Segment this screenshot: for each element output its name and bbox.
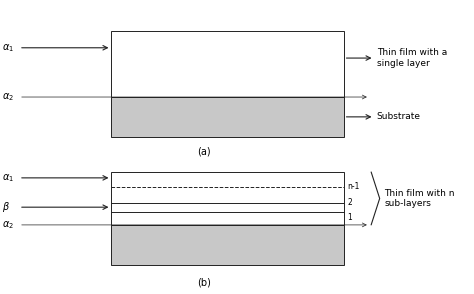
Text: $\alpha_2$: $\alpha_2$ [2, 219, 14, 231]
Text: Thin film with a
single layer: Thin film with a single layer [377, 49, 447, 68]
Bar [111, 172, 344, 225]
Text: Substrate: Substrate [377, 112, 421, 121]
Bar [111, 225, 344, 265]
Bar [111, 97, 344, 137]
Text: $\alpha_1$: $\alpha_1$ [2, 42, 14, 54]
Text: (b): (b) [197, 277, 211, 287]
Text: Thin film with n
sub-layers: Thin film with n sub-layers [384, 189, 455, 208]
Text: $\beta$: $\beta$ [2, 200, 10, 214]
Text: $\alpha_2$: $\alpha_2$ [2, 91, 14, 103]
Text: 2: 2 [347, 198, 352, 207]
Bar [111, 31, 344, 97]
Text: $\alpha_1$: $\alpha_1$ [2, 172, 14, 184]
Text: (a): (a) [197, 146, 210, 156]
Text: 1: 1 [347, 213, 352, 222]
Text: n-1: n-1 [347, 182, 360, 191]
